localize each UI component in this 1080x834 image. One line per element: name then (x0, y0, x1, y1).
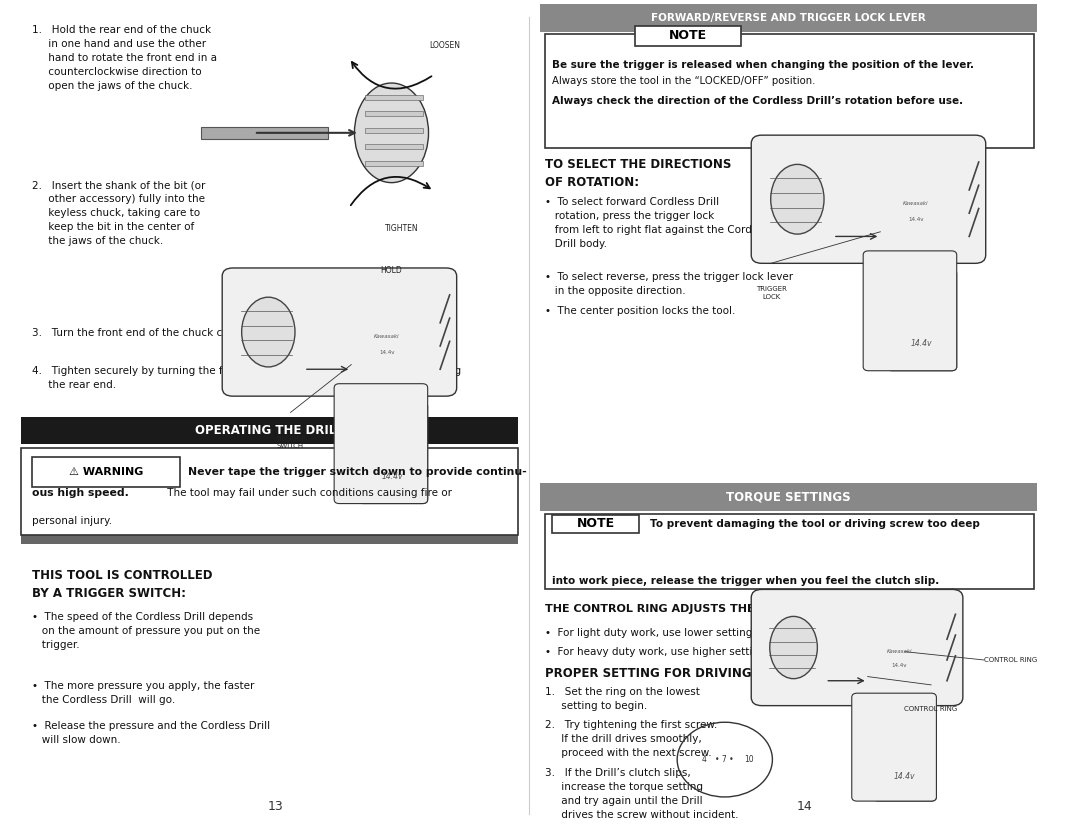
FancyBboxPatch shape (873, 710, 936, 801)
Text: Always store the tool in the “LOCKED/OFF” position.: Always store the tool in the “LOCKED/OFF… (552, 77, 815, 87)
Text: CONTROL RING: CONTROL RING (984, 657, 1037, 663)
Text: •  Release the pressure and the Cordless Drill
   will slow down.: • Release the pressure and the Cordless … (31, 721, 270, 745)
Text: TIGHTEN: TIGHTEN (386, 224, 419, 234)
Text: into work piece, release the trigger when you feel the clutch slip.: into work piece, release the trigger whe… (552, 576, 940, 586)
Text: Kawasaki: Kawasaki (374, 334, 400, 339)
Ellipse shape (771, 164, 824, 234)
Bar (365, 128, 423, 133)
Ellipse shape (354, 83, 429, 183)
Text: 14: 14 (796, 801, 812, 813)
Bar (540, 4, 1037, 32)
FancyBboxPatch shape (863, 251, 957, 371)
Text: 4.   Tighten securely by turning the front end of the chuck clockwise while hold: 4. Tighten securely by turning the front… (31, 366, 461, 390)
FancyBboxPatch shape (222, 268, 457, 396)
Text: •  For heavy duty work, use higher settings.: • For heavy duty work, use higher settin… (545, 646, 774, 656)
Text: 3.   If the Drill’s clutch slips,
     increase the torque setting
     and try : 3. If the Drill’s clutch slips, increase… (545, 768, 739, 820)
Text: To prevent damaging the tool or driving screw too deep: To prevent damaging the tool or driving … (650, 519, 980, 529)
FancyBboxPatch shape (357, 402, 428, 504)
Text: 2.   Try tightening the first screw.
     If the drill drives smoothly,
     pro: 2. Try tightening the first screw. If th… (545, 720, 717, 758)
Text: •  To select reverse, press the trigger lock lever
   in the opposite direction.: • To select reverse, press the trigger l… (545, 272, 793, 296)
Bar (201, 127, 328, 138)
Text: TRIGGER
LOCK: TRIGGER LOCK (757, 286, 787, 299)
Text: 14.4v: 14.4v (912, 339, 932, 348)
Text: ous high speed.: ous high speed. (31, 488, 129, 498)
Text: personal injury.: personal injury. (31, 516, 112, 526)
Text: •  For light duty work, use lower settings.: • For light duty work, use lower setting… (545, 628, 761, 638)
Text: The tool may fail under such conditions causing fire or: The tool may fail under such conditions … (164, 488, 453, 498)
Bar (552, 515, 639, 533)
Text: OPERATING THE DRILL: OPERATING THE DRILL (195, 424, 345, 437)
Text: •  The more pressure you apply, the faster
   the Cordless Drill  will go.: • The more pressure you apply, the faste… (31, 681, 254, 705)
Text: 4: 4 (701, 755, 706, 764)
Text: Be sure the trigger is released when changing the position of the lever.: Be sure the trigger is released when cha… (552, 60, 974, 70)
Text: HOLD: HOLD (380, 266, 403, 274)
Ellipse shape (770, 616, 818, 679)
Text: CONTROL RING: CONTROL RING (904, 706, 958, 711)
Text: 14.4v: 14.4v (892, 663, 907, 668)
FancyBboxPatch shape (752, 135, 986, 264)
Bar (22, 417, 518, 445)
Text: •  The center position locks the tool.: • The center position locks the tool. (545, 305, 735, 315)
Bar (22, 516, 518, 544)
Bar (31, 457, 180, 487)
Text: •  The speed of the Cordless Drill depends
   on the amount of pressure you put : • The speed of the Cordless Drill depend… (31, 612, 260, 650)
Bar (365, 111, 423, 116)
Ellipse shape (242, 297, 295, 367)
Bar (22, 449, 518, 535)
Text: THE CONTROL RING ADJUSTS THE LEVEL OF TORQUE:: THE CONTROL RING ADJUSTS THE LEVEL OF TO… (545, 605, 877, 615)
Text: 14.4v: 14.4v (382, 472, 404, 480)
FancyBboxPatch shape (887, 269, 957, 371)
Text: TO SELECT THE DIRECTIONS
OF ROTATION:: TO SELECT THE DIRECTIONS OF ROTATION: (545, 158, 731, 188)
Bar (635, 26, 741, 46)
Text: 2.   Insert the shank of the bit (or
     other accessory) fully into the
     k: 2. Insert the shank of the bit (or other… (31, 180, 205, 246)
Text: ⚠ WARNING: ⚠ WARNING (69, 467, 143, 477)
Text: NOTE: NOTE (669, 29, 706, 43)
Bar (545, 514, 1034, 589)
Text: Always check the direction of the Cordless Drill’s rotation before use.: Always check the direction of the Cordle… (552, 96, 963, 106)
Bar (540, 483, 1037, 510)
Text: TRIGGER
SWITCH: TRIGGER SWITCH (275, 435, 306, 450)
Text: LOOSEN: LOOSEN (429, 41, 460, 50)
Text: 1.   Set the ring on the lowest
     setting to begin.: 1. Set the ring on the lowest setting to… (545, 686, 700, 711)
Text: 14.4v: 14.4v (379, 350, 394, 355)
Bar (365, 144, 423, 149)
Text: Never tape the trigger switch down to provide continu-: Never tape the trigger switch down to pr… (188, 467, 527, 477)
FancyBboxPatch shape (752, 590, 963, 706)
Text: THIS TOOL IS CONTROLLED
BY A TRIGGER SWITCH:: THIS TOOL IS CONTROLLED BY A TRIGGER SWI… (31, 569, 213, 600)
Bar (365, 94, 423, 99)
Text: PROPER SETTING FOR DRIVING SCREWS:: PROPER SETTING FOR DRIVING SCREWS: (545, 667, 816, 681)
Text: FORWARD/REVERSE AND TRIGGER LOCK LEVER: FORWARD/REVERSE AND TRIGGER LOCK LEVER (651, 13, 926, 23)
Text: VARIABLE SPEED TRIGGER SWITCH: VARIABLE SPEED TRIGGER SWITCH (161, 525, 378, 535)
Text: 13: 13 (267, 801, 283, 813)
Text: TORQUE SETTINGS: TORQUE SETTINGS (726, 490, 851, 504)
Text: Kawasaki: Kawasaki (887, 649, 913, 654)
Text: 14.4v: 14.4v (908, 217, 923, 222)
Text: 10: 10 (744, 755, 754, 764)
Bar (365, 161, 423, 166)
Text: Kawasaki: Kawasaki (903, 201, 929, 206)
FancyBboxPatch shape (852, 693, 936, 801)
FancyBboxPatch shape (334, 384, 428, 504)
Text: 14.4v: 14.4v (894, 771, 916, 781)
Text: •  To select forward Cordless Drill
   rotation, press the trigger lock
   from : • To select forward Cordless Drill rotat… (545, 197, 772, 249)
Text: 3.   Turn the front end of the chuck clockwise to hold the bit in place.: 3. Turn the front end of the chuck clock… (31, 328, 391, 338)
Bar (545, 34, 1034, 148)
Text: NOTE: NOTE (577, 517, 615, 530)
Text: • 7 •: • 7 • (715, 755, 734, 764)
Text: 1.   Hold the rear end of the chuck
     in one hand and use the other
     hand: 1. Hold the rear end of the chuck in one… (31, 25, 217, 91)
